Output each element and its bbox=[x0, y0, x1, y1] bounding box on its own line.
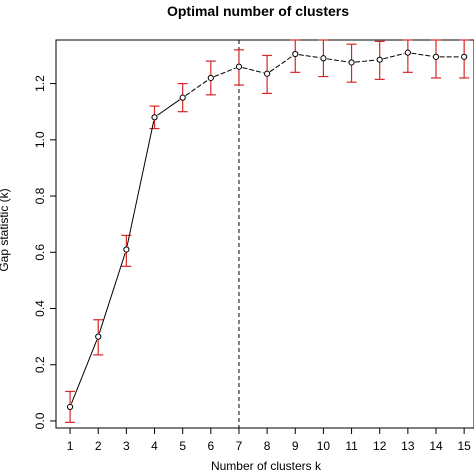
y-axis: 0.0 0.2 0.4 0.6 0.8 1.0 1.2 bbox=[33, 75, 56, 429]
series-segment bbox=[411, 52, 433, 57]
x-tick-label: 1 bbox=[67, 439, 74, 453]
data-point bbox=[151, 114, 158, 121]
x-tick-label: 3 bbox=[123, 439, 130, 453]
data-point bbox=[404, 49, 411, 56]
series-segment bbox=[298, 54, 320, 59]
series-segment bbox=[383, 53, 405, 60]
data-point bbox=[461, 53, 468, 60]
series-segment bbox=[242, 67, 264, 74]
series-segment bbox=[70, 339, 98, 404]
x-tick-label: 7 bbox=[236, 439, 243, 453]
y-tick-label: 0.6 bbox=[33, 244, 47, 261]
x-axis-label: Number of clusters k bbox=[211, 459, 322, 473]
data-point bbox=[348, 59, 355, 66]
x-tick-label: 8 bbox=[264, 439, 271, 453]
series-segment bbox=[126, 120, 155, 247]
series-segment bbox=[98, 252, 126, 334]
chart-title: Optimal number of clusters bbox=[167, 3, 349, 19]
x-tick-label: 2 bbox=[95, 439, 102, 453]
x-tick-label: 9 bbox=[292, 439, 299, 453]
y-tick-label: 1.0 bbox=[33, 131, 47, 148]
x-tick-label: 12 bbox=[373, 439, 387, 453]
x-tick-label: 11 bbox=[345, 439, 358, 453]
error-bars bbox=[65, 39, 470, 423]
data-point bbox=[264, 70, 271, 77]
x-tick-label: 5 bbox=[179, 439, 186, 453]
data-point bbox=[95, 333, 102, 340]
y-tick-label: 1.2 bbox=[33, 75, 47, 92]
data-point bbox=[123, 246, 130, 253]
data-point bbox=[292, 50, 299, 58]
x-tick-label: 10 bbox=[317, 439, 331, 453]
x-tick-label: 6 bbox=[207, 439, 214, 453]
data-point bbox=[179, 94, 186, 101]
y-axis-label: Gap statistic (k) bbox=[0, 188, 11, 271]
data-point bbox=[207, 74, 214, 82]
series-segment bbox=[269, 55, 293, 73]
y-tick-label: 0.8 bbox=[33, 187, 47, 204]
series-segment bbox=[185, 79, 209, 96]
x-tick-label: 15 bbox=[457, 439, 471, 453]
y-tick-label: 0.2 bbox=[33, 356, 47, 373]
x-tick-label: 14 bbox=[429, 439, 443, 453]
series-segment bbox=[213, 67, 236, 78]
series-segment bbox=[355, 59, 377, 63]
y-tick-label: 0.4 bbox=[33, 300, 47, 317]
x-axis: 1 2 3 4 5 6 7 8 9 10 11 12 13 14 15 bbox=[67, 428, 471, 453]
series-segment bbox=[326, 58, 349, 63]
data-point bbox=[320, 55, 327, 62]
plot-frame bbox=[55, 39, 474, 429]
gap-series bbox=[66, 49, 468, 411]
x-tick-label: 13 bbox=[401, 439, 415, 453]
data-point bbox=[235, 63, 243, 70]
data-point bbox=[432, 53, 440, 60]
series-segment bbox=[157, 99, 181, 116]
data-point bbox=[376, 56, 383, 63]
x-tick-label: 4 bbox=[151, 439, 158, 453]
data-point bbox=[66, 403, 74, 411]
y-tick-label: 0.0 bbox=[33, 412, 47, 429]
